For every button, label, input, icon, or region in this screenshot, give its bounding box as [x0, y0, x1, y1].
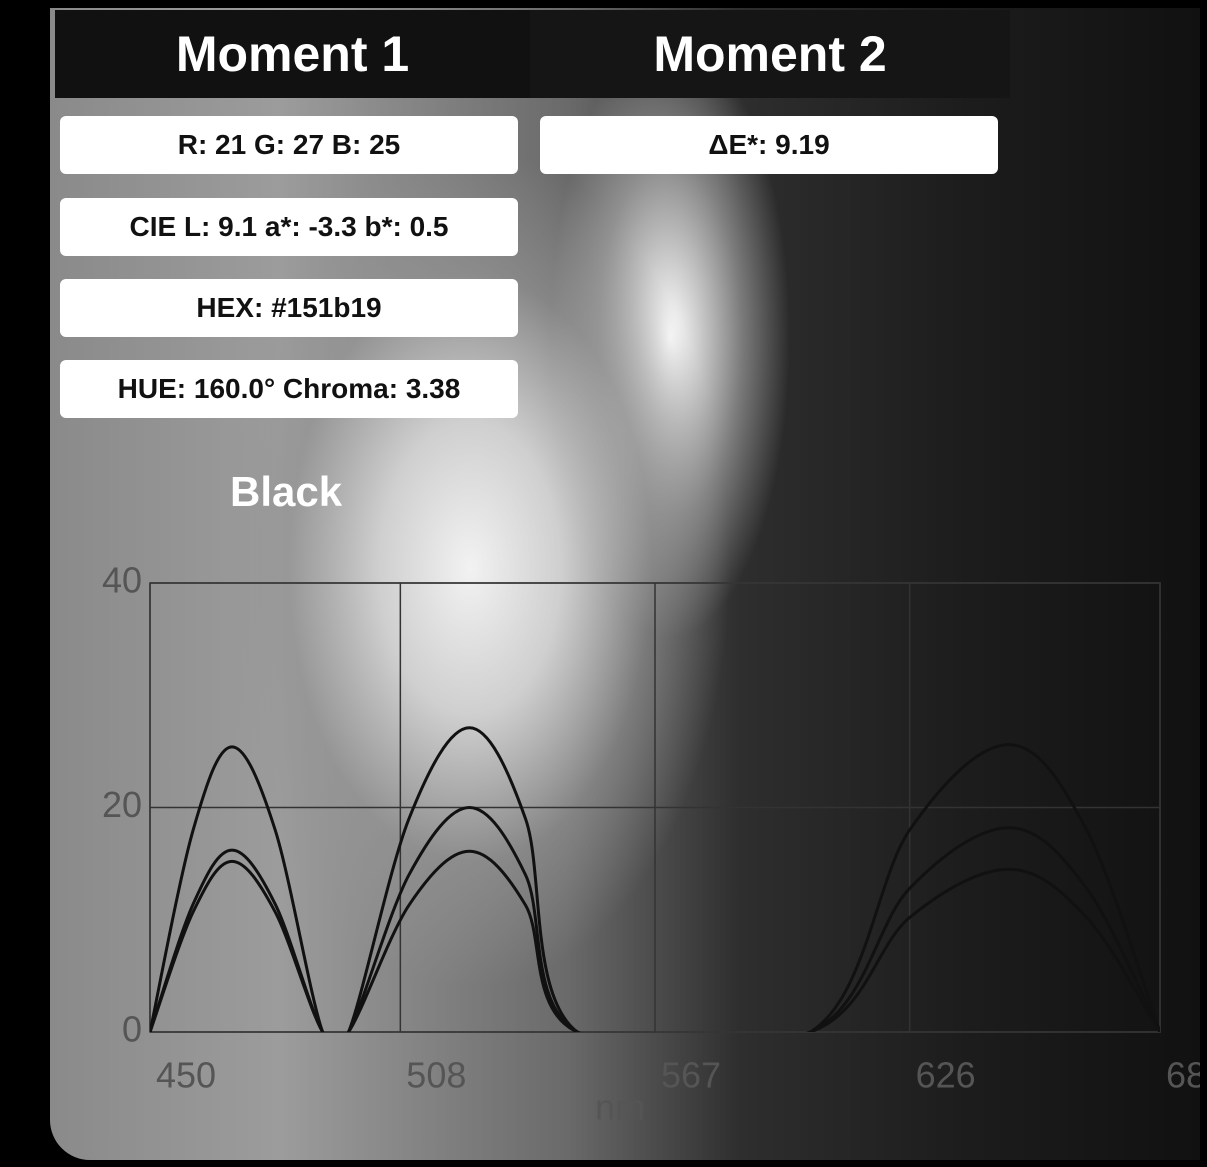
x-tick-label: 567	[661, 1055, 721, 1096]
page: Moment 1 Moment 2 R: 21 G: 27 B: 25 ΔE*:…	[0, 0, 1207, 1167]
y-tick-label: 0	[122, 1009, 142, 1050]
x-tick-label: 626	[916, 1055, 976, 1096]
x-tick-label: 450	[156, 1055, 216, 1096]
x-tick-label: 508	[406, 1055, 466, 1096]
screen: Moment 1 Moment 2 R: 21 G: 27 B: 25 ΔE*:…	[50, 8, 1200, 1160]
x-tick-label: 684	[1166, 1055, 1200, 1096]
y-tick-label: 40	[102, 560, 142, 601]
chart: nm 0 20 40 450 508 567 626 684	[50, 8, 1200, 1160]
y-tick-label: 20	[102, 784, 142, 825]
x-axis-label: nm	[595, 1087, 645, 1128]
